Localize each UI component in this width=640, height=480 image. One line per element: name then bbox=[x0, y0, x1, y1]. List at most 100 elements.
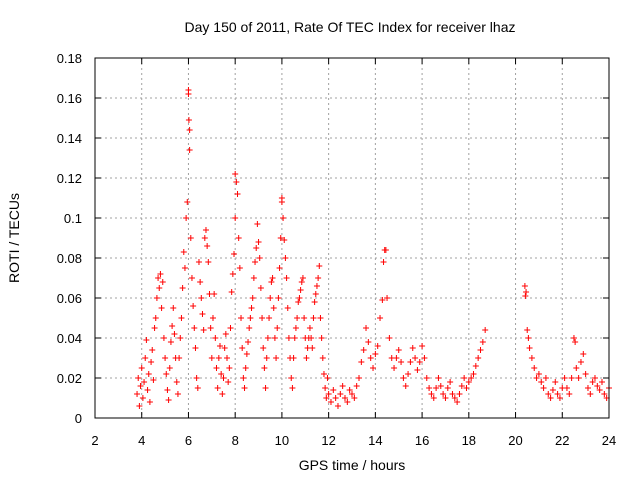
data-point bbox=[241, 385, 248, 391]
data-point bbox=[318, 335, 325, 341]
data-point bbox=[207, 325, 214, 331]
data-point bbox=[370, 365, 377, 371]
data-point bbox=[292, 325, 299, 331]
data-point bbox=[188, 275, 195, 281]
data-point bbox=[444, 385, 451, 391]
data-point bbox=[166, 365, 173, 371]
data-point bbox=[470, 371, 477, 377]
y-tick-label: 0.02 bbox=[57, 371, 82, 386]
data-point bbox=[426, 385, 433, 391]
data-point bbox=[325, 391, 332, 397]
data-point bbox=[409, 345, 416, 351]
x-tick-labels: 2 4 6 8 10 12 14 16 18 20 22 24 bbox=[91, 433, 616, 448]
data-point bbox=[315, 275, 322, 281]
x-tick-label: 2 bbox=[91, 433, 98, 448]
data-point bbox=[269, 275, 276, 281]
data-point bbox=[229, 271, 236, 277]
data-point bbox=[162, 355, 169, 361]
data-point bbox=[461, 375, 468, 381]
data-point bbox=[465, 379, 472, 385]
data-point bbox=[136, 403, 143, 409]
data-point bbox=[149, 347, 156, 353]
data-point bbox=[549, 387, 556, 393]
x-tick-label: 14 bbox=[368, 433, 382, 448]
data-point bbox=[458, 383, 465, 389]
data-point bbox=[280, 215, 287, 221]
data-point bbox=[601, 391, 608, 397]
data-point bbox=[283, 275, 290, 281]
x-tick-label: 6 bbox=[185, 433, 192, 448]
data-point bbox=[247, 315, 254, 321]
data-point bbox=[316, 263, 323, 269]
data-point bbox=[591, 375, 598, 381]
data-point bbox=[290, 355, 297, 361]
data-point bbox=[421, 355, 428, 361]
data-point bbox=[570, 335, 577, 341]
x-tick-label: 24 bbox=[602, 433, 616, 448]
data-point bbox=[367, 355, 374, 361]
data-point bbox=[547, 395, 554, 401]
x-tick-label: 16 bbox=[415, 433, 429, 448]
data-point bbox=[306, 325, 313, 331]
data-point bbox=[185, 117, 192, 123]
data-point bbox=[525, 335, 532, 341]
data-point bbox=[463, 385, 470, 391]
data-point bbox=[556, 395, 563, 401]
data-point bbox=[568, 375, 575, 381]
data-point bbox=[209, 315, 216, 321]
data-point bbox=[324, 375, 331, 381]
data-point bbox=[296, 295, 303, 301]
data-point bbox=[158, 305, 165, 311]
data-point bbox=[435, 375, 442, 381]
data-point bbox=[256, 255, 263, 261]
data-point bbox=[144, 387, 151, 393]
data-point bbox=[208, 355, 215, 361]
axis-ticks bbox=[94, 57, 610, 419]
data-point bbox=[475, 355, 482, 361]
grid-lines bbox=[95, 58, 609, 418]
data-point bbox=[380, 259, 387, 265]
data-point bbox=[339, 383, 346, 389]
data-point bbox=[344, 399, 351, 405]
data-point bbox=[522, 293, 529, 299]
data-point bbox=[310, 315, 317, 321]
data-point bbox=[358, 359, 365, 365]
data-point bbox=[572, 339, 579, 345]
data-point bbox=[289, 385, 296, 391]
data-point bbox=[163, 371, 170, 377]
data-point bbox=[341, 395, 348, 401]
data-point bbox=[303, 355, 310, 361]
data-point bbox=[198, 295, 205, 301]
data-point bbox=[221, 345, 228, 351]
data-point bbox=[178, 315, 185, 321]
data-point bbox=[323, 395, 330, 401]
data-point bbox=[186, 147, 193, 153]
data-point bbox=[440, 391, 447, 397]
data-point bbox=[190, 303, 197, 309]
data-point bbox=[194, 385, 201, 391]
data-point bbox=[337, 391, 344, 397]
data-point bbox=[186, 127, 193, 133]
data-point bbox=[270, 305, 277, 311]
data-point bbox=[535, 371, 542, 377]
data-point bbox=[169, 323, 176, 329]
data-point bbox=[139, 395, 146, 401]
data-point bbox=[312, 291, 319, 297]
plot-frame bbox=[94, 57, 610, 419]
data-point bbox=[377, 315, 384, 321]
data-point bbox=[594, 383, 601, 389]
data-point bbox=[271, 335, 278, 341]
x-tick-label: 10 bbox=[275, 433, 289, 448]
y-tick-label: 0.06 bbox=[57, 291, 82, 306]
data-point bbox=[273, 355, 280, 361]
y-axis-label: ROTI / TECUs bbox=[6, 193, 22, 283]
data-point bbox=[313, 283, 320, 289]
data-point bbox=[159, 279, 166, 285]
data-point bbox=[212, 335, 219, 341]
data-point bbox=[428, 391, 435, 397]
data-point bbox=[192, 345, 199, 351]
data-point bbox=[199, 311, 206, 317]
data-point bbox=[402, 383, 409, 389]
data-point bbox=[382, 247, 389, 253]
data-point bbox=[156, 285, 163, 291]
